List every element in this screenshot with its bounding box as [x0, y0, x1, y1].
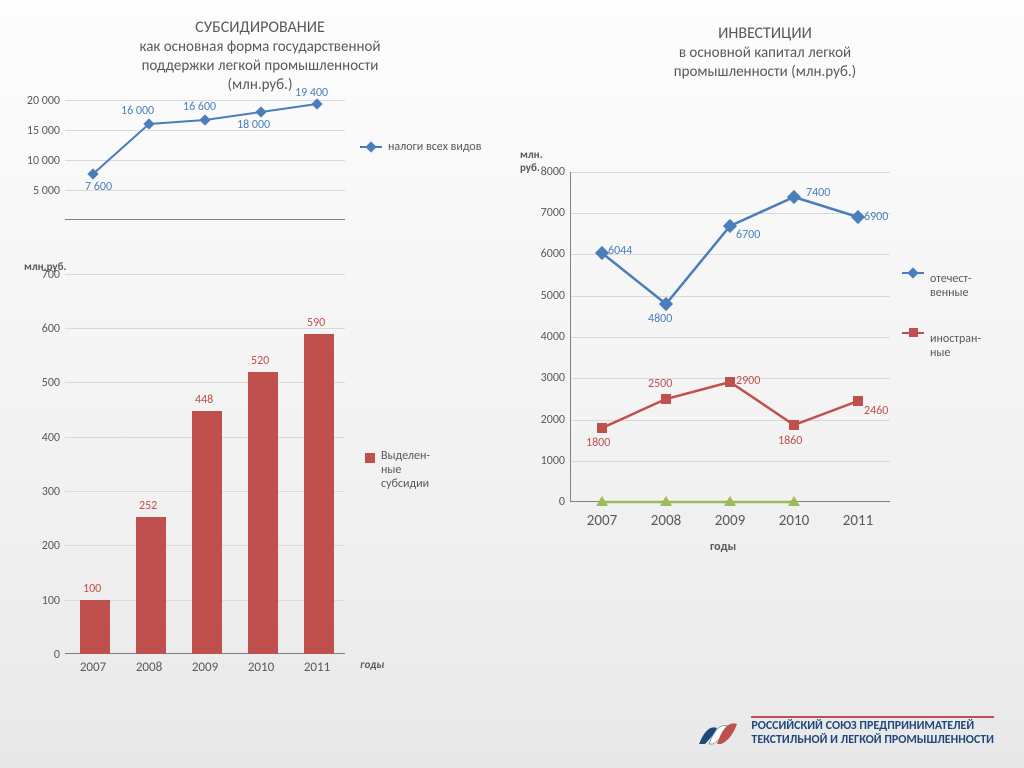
- taxes-line-chart: 7 600 16 000 16 600 18 000 19 400 20 000…: [10, 100, 510, 240]
- bar-2011: [304, 334, 334, 654]
- left-title-3: поддержки легкой промышленности: [10, 57, 510, 76]
- ytick-5000: 5 000: [10, 184, 60, 198]
- rxt-2011: 2011: [826, 512, 890, 530]
- dom-2009: 6700: [736, 228, 760, 242]
- left-title: СУБСИДИРОВАНИЕ как основная форма госуда…: [10, 18, 510, 94]
- subsidies-legend: Выделен- ные субсидии: [365, 449, 430, 491]
- right-x-label: годы: [710, 540, 736, 554]
- ytick-15000: 15 000: [10, 124, 60, 138]
- xt-2007: 2007: [65, 660, 121, 675]
- dom-2008: 4800: [648, 312, 672, 326]
- tax-val-2007: 7 600: [85, 180, 112, 194]
- right-title-3: промышленности (млн.руб.): [520, 63, 1010, 82]
- taxes-line-svg: [65, 100, 345, 220]
- bar-2010: [248, 372, 278, 654]
- xt-2010: 2010: [233, 660, 289, 675]
- tax-val-2008: 16 000: [121, 104, 154, 118]
- tax-val-2009: 16 600: [183, 100, 216, 114]
- foreign-legend: иностран- ные: [902, 332, 981, 360]
- left-title-2: как основная форма государственной: [10, 38, 510, 57]
- bar-val-2009: 448: [195, 393, 213, 407]
- bar-val-2008: 252: [139, 499, 157, 513]
- domestic-legend: отечест- венные: [902, 272, 972, 300]
- right-title: ИНВЕСТИЦИИ в основной капитал легкой про…: [520, 24, 1010, 82]
- rxt-2010: 2010: [762, 512, 826, 530]
- bar-val-2007: 100: [83, 582, 101, 596]
- xt-2009: 2009: [177, 660, 233, 675]
- dom-2011: 6900: [864, 210, 888, 224]
- investment-svg: [570, 172, 890, 502]
- bar-2008: [136, 517, 166, 654]
- xt-2011: 2011: [289, 660, 345, 675]
- for-2009: 2900: [736, 374, 760, 388]
- rxt-2008: 2008: [634, 512, 698, 530]
- rxt-2007: 2007: [570, 512, 634, 530]
- footer: РОССИЙСКИЙ СОЮЗ ПРЕДПРИНИМАТЕЛЕЙ ТЕКСТИЛ…: [695, 714, 994, 750]
- footer-line1: РОССИЙСКИЙ СОЮЗ ПРЕДПРИНИМАТЕЛЕЙ: [751, 720, 994, 734]
- investment-line-chart: 6044 4800 6700 7400 6900 1800 2500 2900 …: [520, 172, 1010, 592]
- subsidies-legend-label: Выделен- ные субсидии: [381, 449, 430, 491]
- xt-2008: 2008: [121, 660, 177, 675]
- footer-line2: ТЕКСТИЛЬНОЙ И ЛЕГКОЙ ПРОМЫШЛЕННОСТИ: [751, 734, 994, 748]
- for-2011: 2460: [864, 404, 888, 418]
- left-title-4: (млн.руб.): [10, 76, 510, 95]
- footer-text: РОССИЙСКИЙ СОЮЗ ПРЕДПРИНИМАТЕЛЕЙ ТЕКСТИЛ…: [751, 716, 994, 748]
- foreign-legend-label: иностран- ные: [930, 332, 981, 360]
- org-logo-icon: [695, 714, 739, 750]
- taxes-legend: налоги всех видов: [360, 140, 482, 154]
- ytick-10000: 10 000: [10, 154, 60, 168]
- left-title-1: СУБСИДИРОВАНИЕ: [10, 18, 510, 38]
- dom-2007: 6044: [608, 244, 632, 258]
- tax-val-2011: 19 400: [295, 86, 328, 100]
- rxt-2009: 2009: [698, 512, 762, 530]
- bar-2009: [192, 411, 222, 654]
- bar-val-2011: 590: [307, 316, 325, 330]
- ytick-20000: 20 000: [10, 94, 60, 108]
- right-title-1: ИНВЕСТИЦИИ: [520, 24, 1010, 44]
- subsidies-bar-chart: 100 252 448 520 590 700 600 500 400 300 …: [10, 274, 510, 694]
- taxes-legend-label: налоги всех видов: [388, 140, 482, 154]
- domestic-legend-label: отечест- венные: [930, 272, 972, 300]
- for-2007: 1800: [586, 436, 610, 450]
- bar-val-2010: 520: [251, 354, 269, 368]
- left-panel: СУБСИДИРОВАНИЕ как основная форма госуда…: [10, 18, 510, 694]
- right-panel: ИНВЕСТИЦИИ в основной капитал легкой про…: [520, 18, 1010, 592]
- for-2010: 1860: [778, 434, 802, 448]
- bar-2007: [80, 600, 110, 654]
- for-2008: 2500: [648, 377, 672, 391]
- left-x-label: годы: [360, 658, 384, 671]
- tax-val-2010: 18 000: [237, 118, 270, 132]
- dom-2010: 7400: [806, 186, 830, 200]
- right-title-2: в основной капитал легкой: [520, 44, 1010, 63]
